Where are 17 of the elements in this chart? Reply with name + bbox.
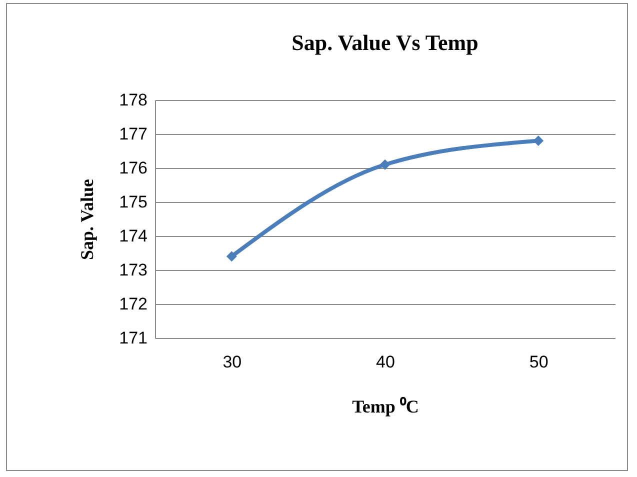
y-tick-label: 172 [119,294,148,314]
x-axis-title: Temp ⁰C [352,396,419,416]
chart-title: Sap. Value Vs Temp [292,30,478,55]
x-tick-label: 40 [376,352,395,372]
point [533,136,544,146]
y-tick-label: 174 [119,226,148,246]
x-tick-label: 50 [529,352,548,372]
x-tick-label: 30 [222,352,242,372]
y-tick-label: 177 [119,124,148,144]
y-tick-label: 175 [119,192,148,212]
y-tick-label: 178 [119,90,148,110]
y-tick-label: 176 [119,158,148,178]
point [226,251,237,262]
y-tick-label: 171 [119,328,148,348]
point [380,159,390,170]
y-tick-label: 173 [119,260,148,280]
y-axis-title: Sap. Value [77,178,98,260]
